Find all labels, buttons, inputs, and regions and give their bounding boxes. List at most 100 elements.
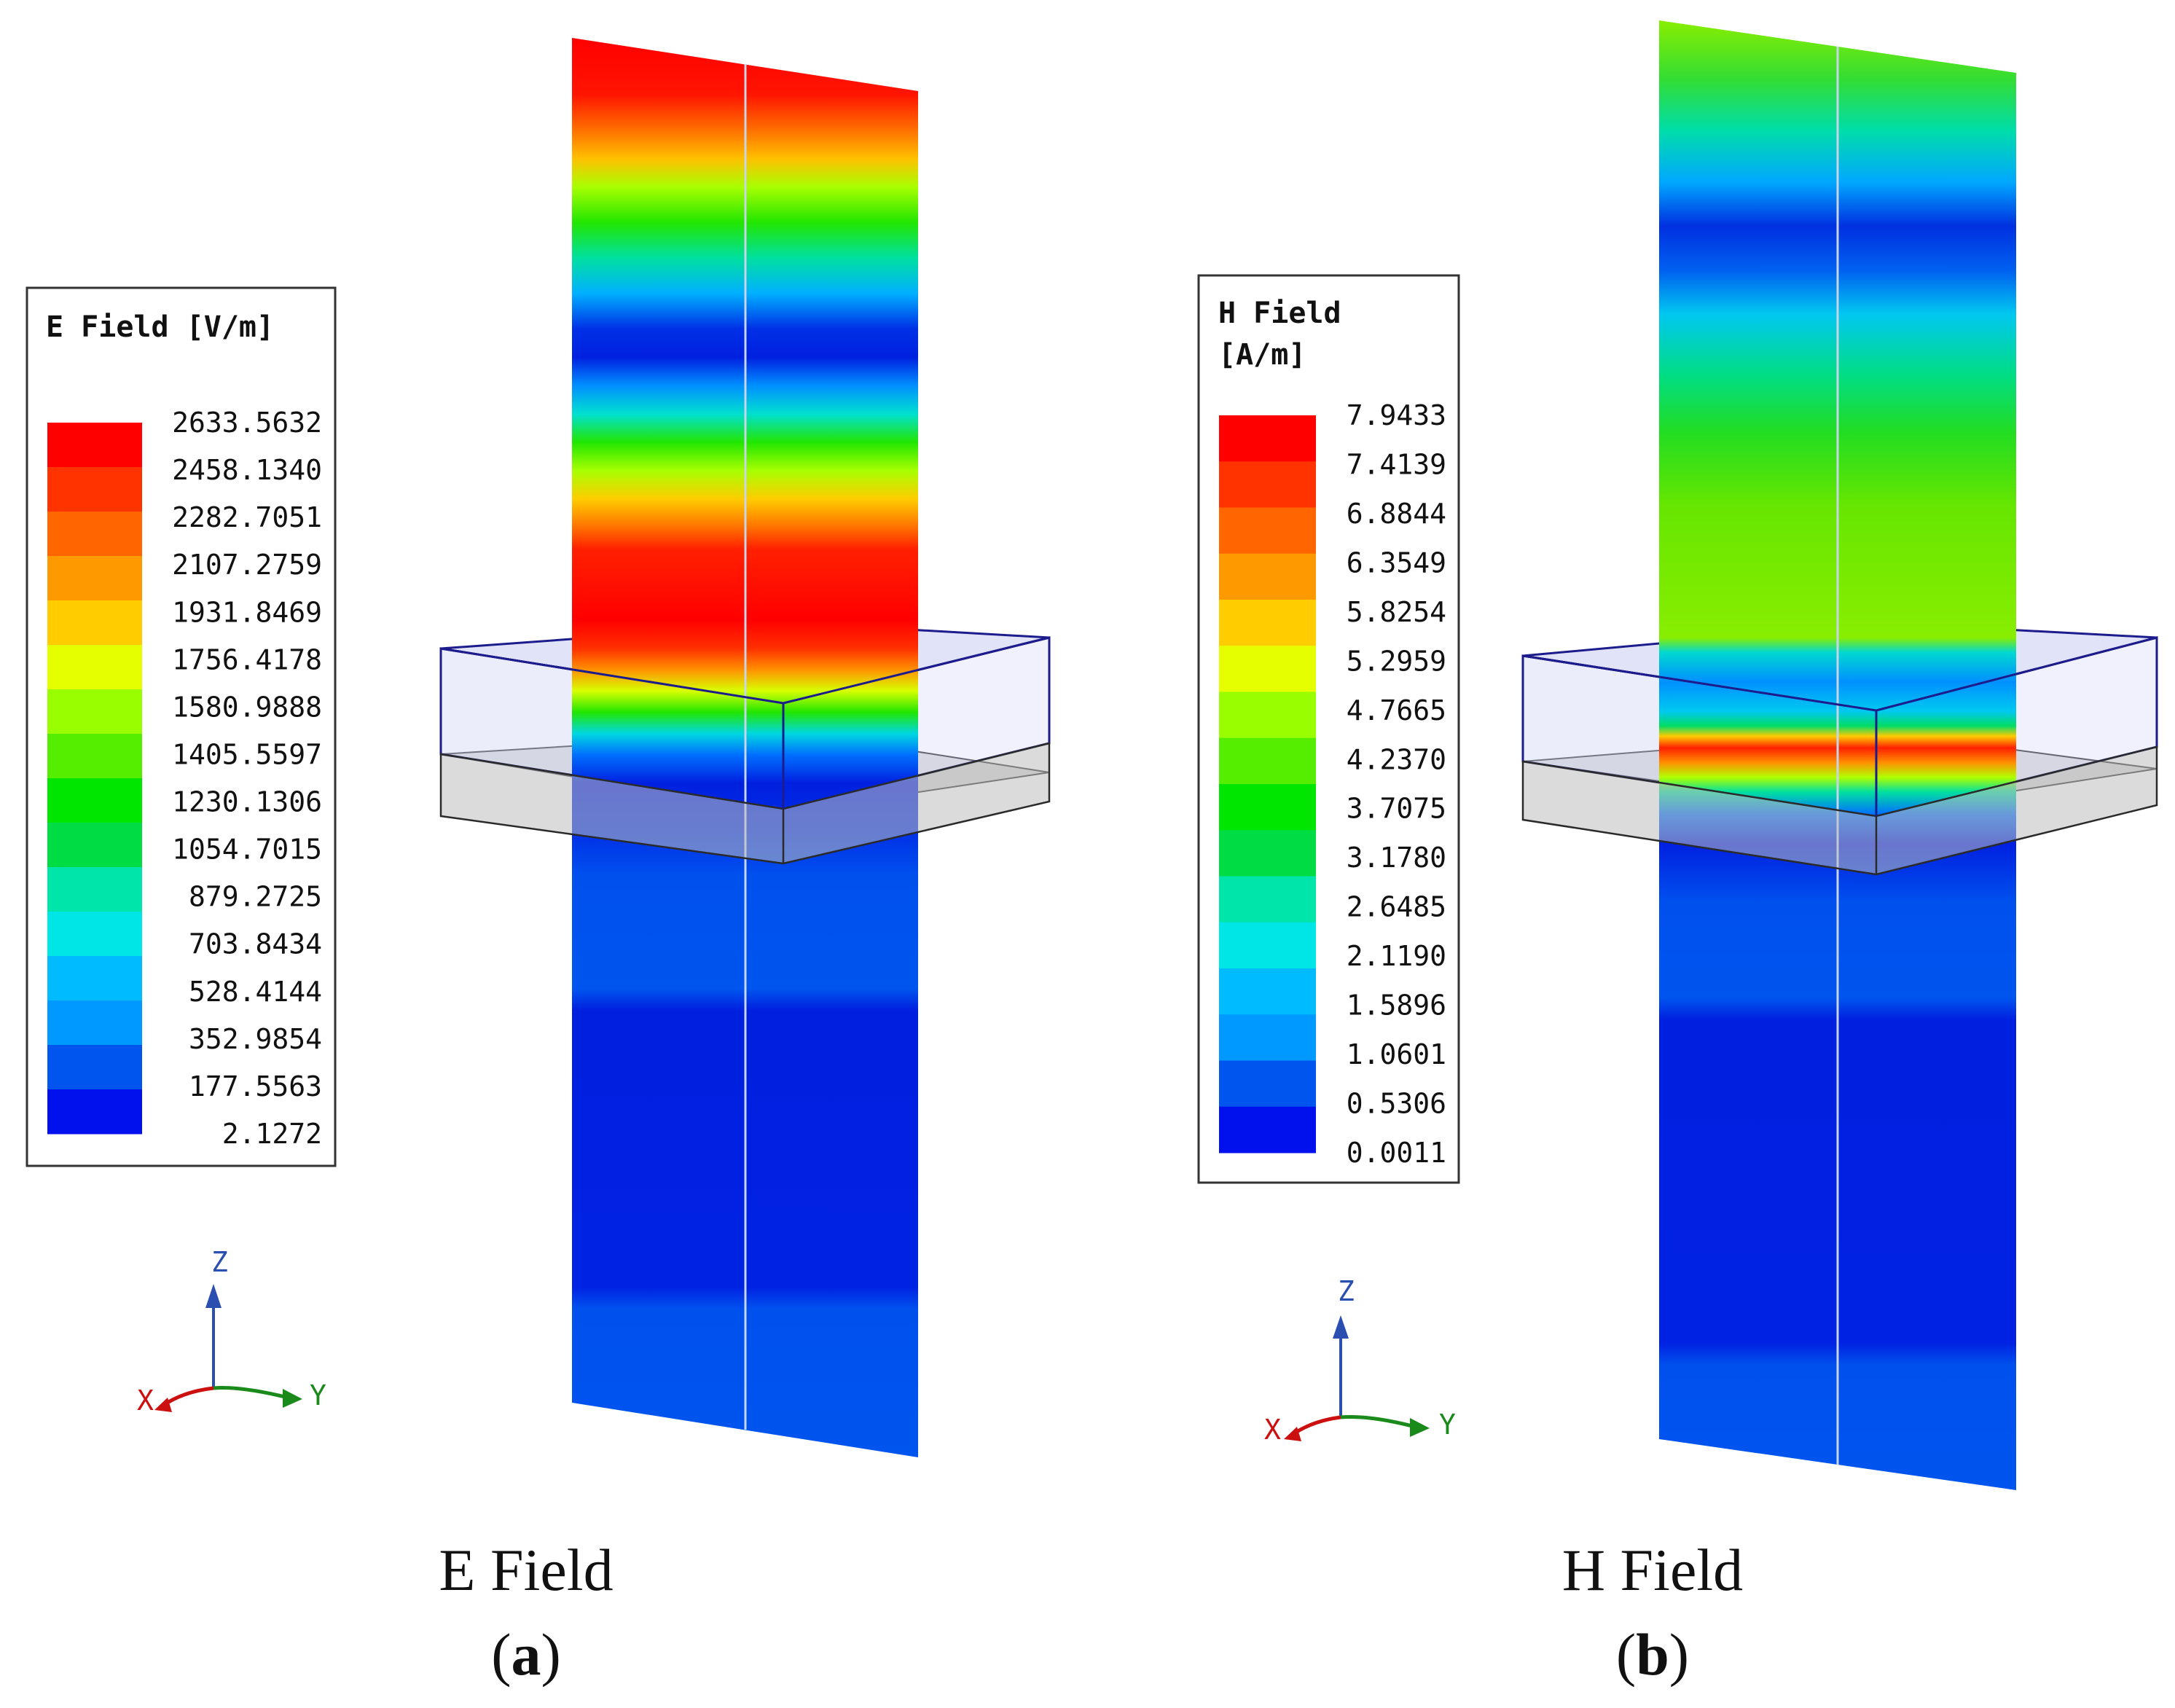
legend-band [1219, 553, 1316, 600]
legend-band [1219, 876, 1316, 923]
legend-band [47, 600, 142, 646]
legend-color-scale-b [1219, 415, 1316, 1153]
legend-values-a: 2633.5632 2458.1340 2282.7051 2107.2759 1931… [172, 407, 322, 1150]
axis-y-line-a [213, 1386, 289, 1400]
legend-band [1219, 1014, 1316, 1061]
legend-band [47, 423, 142, 468]
axis-y-label-a: Y [310, 1379, 326, 1411]
legend-band [47, 556, 142, 601]
legend-band [47, 734, 142, 779]
legend-value: 1.5896 [1347, 990, 1446, 1022]
sub-label-a: (a) [491, 1621, 561, 1688]
legend-band [47, 956, 142, 1001]
legend-value: 1756.4178 [172, 643, 322, 675]
axis-z-label-a: Z [211, 1246, 228, 1278]
axis-x-line-a [160, 1386, 214, 1409]
legend-value: 0.5306 [1347, 1088, 1446, 1120]
legend-band [47, 1045, 142, 1090]
legend-band [1219, 415, 1316, 462]
legend-band [47, 867, 142, 912]
legend-value: 528.4144 [189, 976, 322, 1008]
legend-value: 6.8844 [1347, 498, 1446, 530]
legend-band [47, 778, 142, 823]
legend-band [47, 512, 142, 557]
caption-a: E Field [439, 1537, 613, 1603]
legend-value: 2.6485 [1347, 891, 1446, 923]
legend-e-field: E Field [V/m] 2633.5632 2458.1340 2282.705… [26, 286, 337, 1167]
axis-y-arrow-a [283, 1389, 302, 1408]
legend-band [1219, 1106, 1316, 1153]
legend-value: 0.0011 [1347, 1137, 1446, 1169]
legend-value: 177.5563 [189, 1070, 322, 1102]
panel-a: E Field [V/m] 2633.5632 2458.1340 2282.705… [26, 38, 1051, 1688]
sub-label-b: (b) [1616, 1621, 1689, 1688]
legend-title-a: E Field [V/m] [46, 310, 274, 344]
legend-title-b-line1: H Field [1218, 297, 1341, 330]
legend-band [1219, 830, 1316, 877]
legend-value: 5.2959 [1347, 645, 1446, 677]
legend-band [1219, 461, 1316, 508]
axis-x-label-b: X [1264, 1414, 1281, 1446]
box-top-edge-b [1522, 654, 1877, 712]
legend-value: 2633.5632 [172, 407, 322, 439]
box-top-edge2-a [783, 636, 1050, 705]
caption-b: H Field [1562, 1537, 1743, 1603]
axis-x-arrow-b [1284, 1427, 1301, 1441]
box-top-edge-a [440, 647, 784, 705]
legend-value: 2.1272 [222, 1118, 322, 1150]
axis-x-label-a: X [137, 1384, 154, 1417]
legend-value: 2.1190 [1347, 940, 1446, 972]
axis-x-arrow-a [154, 1398, 172, 1412]
axis-y-label-b: Y [1439, 1409, 1456, 1441]
legend-value: 1405.5597 [172, 738, 322, 770]
box-top-edge2-b [1876, 636, 2158, 712]
axis-y-arrow-b [1410, 1418, 1430, 1437]
legend-band [1219, 692, 1316, 739]
legend-value: 2282.7051 [172, 501, 322, 533]
axis-triad-a: Z Y X [137, 1246, 326, 1417]
panel-b: H Field [A/m] 7.9433 7.4139 6.8844 6.3549 5.… [1197, 20, 2158, 1688]
legend-value: 1230.1306 [172, 786, 322, 818]
legend-value: 352.9854 [189, 1023, 322, 1055]
legend-band [1219, 922, 1316, 969]
legend-value: 703.8434 [189, 928, 322, 960]
axis-triad-b: Z Y X [1264, 1275, 1456, 1446]
legend-value: 7.9433 [1347, 399, 1446, 431]
legend-value: 4.7665 [1347, 694, 1446, 726]
legend-title-b-line2: [A/m] [1218, 338, 1306, 372]
legend-band [1219, 1060, 1316, 1108]
legend-band [1219, 784, 1316, 831]
legend-value: 3.7075 [1347, 793, 1446, 825]
legend-values-b: 7.9433 7.4139 6.8844 6.3549 5.8254 5.2959 4.76… [1347, 399, 1446, 1169]
legend-value: 4.2370 [1347, 743, 1446, 775]
legend-band [1219, 646, 1316, 692]
legend-value: 2107.2759 [172, 549, 322, 581]
legend-band [47, 1089, 142, 1135]
legend-value: 879.2725 [189, 881, 322, 913]
legend-value: 5.8254 [1347, 596, 1446, 628]
legend-band [47, 912, 142, 957]
legend-band [47, 467, 142, 512]
legend-color-scale-a [47, 423, 142, 1135]
axis-y-line-b [1340, 1415, 1416, 1429]
legend-band [47, 645, 142, 690]
legend-value: 3.1780 [1347, 842, 1446, 874]
legend-band [47, 823, 142, 868]
legend-h-field: H Field [A/m] 7.9433 7.4139 6.8844 6.3549 5.… [1197, 274, 1460, 1184]
legend-band [1219, 600, 1316, 646]
legend-value: 1.0601 [1347, 1038, 1446, 1070]
legend-band [1219, 968, 1316, 1015]
axis-z-arrow-b [1333, 1315, 1349, 1339]
legend-value: 1580.9888 [172, 691, 322, 723]
legend-band [47, 1000, 142, 1046]
legend-value: 7.4139 [1347, 448, 1446, 480]
legend-band [1219, 737, 1316, 785]
axis-z-label-b: Z [1338, 1275, 1355, 1307]
legend-band [1219, 507, 1316, 555]
legend-value: 2458.1340 [172, 454, 322, 486]
legend-value: 1054.7015 [172, 834, 322, 866]
legend-value: 1931.8469 [172, 596, 322, 628]
axis-z-arrow-a [205, 1284, 222, 1308]
legend-value: 6.3549 [1347, 547, 1446, 579]
